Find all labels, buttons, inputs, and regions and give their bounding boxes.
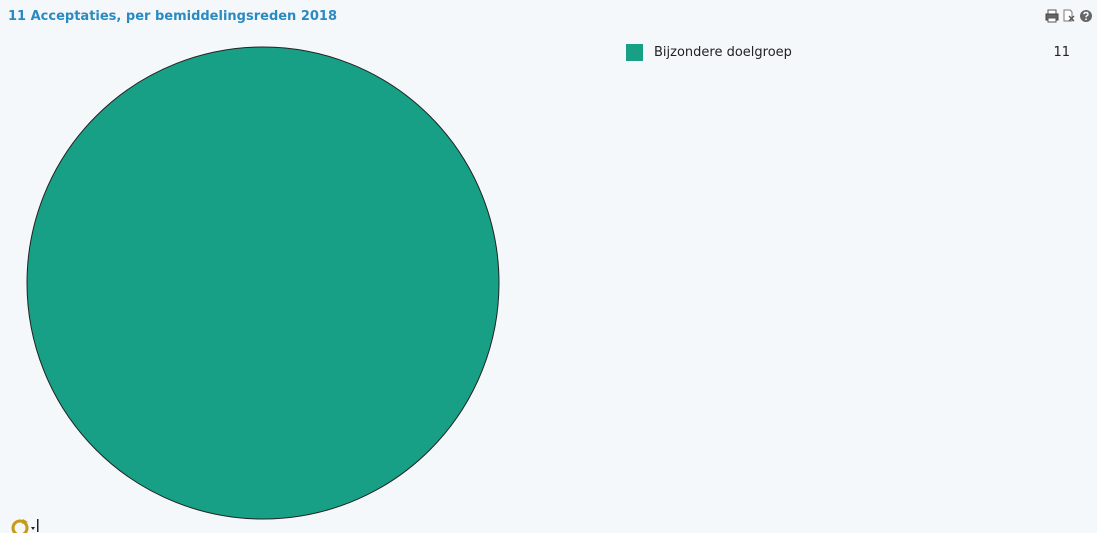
legend-value: 11	[1053, 45, 1070, 60]
print-icon[interactable]	[1045, 9, 1059, 23]
chart-title: 11 Acceptaties, per bemiddelingsreden 20…	[8, 9, 337, 24]
export-icon[interactable]	[1062, 9, 1076, 23]
legend-label: Bijzondere doelgroep	[654, 45, 792, 60]
refresh-options-icon[interactable]	[8, 516, 42, 533]
chart-header: 11 Acceptaties, per bemiddelingsreden 20…	[0, 0, 1097, 30]
pie-chart	[0, 30, 1097, 533]
chart-toolbar	[1045, 9, 1093, 23]
legend-item[interactable]: Bijzondere doelgroep 11	[626, 44, 1076, 64]
help-icon[interactable]	[1079, 9, 1093, 23]
chart-legend: Bijzondere doelgroep 11	[626, 44, 1076, 64]
legend-swatch	[626, 44, 643, 61]
chart-area	[0, 30, 1097, 533]
pie-slice[interactable]	[27, 47, 499, 519]
